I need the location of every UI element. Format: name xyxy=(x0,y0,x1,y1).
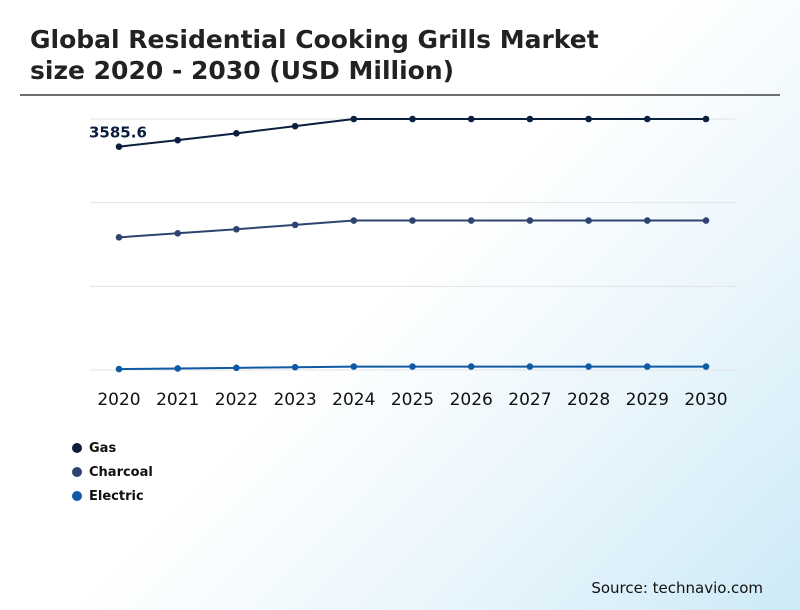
data-point-electric-2022 xyxy=(233,364,240,372)
data-point-charcoal-2021 xyxy=(174,229,181,237)
source-credit: Source: technavio.com xyxy=(591,579,763,597)
legend-label-charcoal: Charcoal xyxy=(89,464,153,480)
data-point-electric-2028 xyxy=(585,363,592,370)
x-tick-label-2029: 2029 xyxy=(626,390,669,410)
x-tick-label-2021: 2021 xyxy=(156,390,199,410)
data-point-gas-2024 xyxy=(350,115,358,123)
data-point-electric-2023 xyxy=(291,363,299,371)
x-tick-label-2030: 2030 xyxy=(684,390,727,410)
data-point-gas-2023 xyxy=(291,122,299,130)
chart-title: Global Residential Cooking Grills Market… xyxy=(30,24,750,86)
legend-marker-gas xyxy=(72,443,82,453)
x-tick-label-2025: 2025 xyxy=(391,390,434,410)
chart-title-line-2: size 2020 - 2030 (USD Million) xyxy=(30,56,455,85)
data-point-charcoal-2029 xyxy=(644,217,651,224)
data-point-charcoal-2028 xyxy=(585,217,592,224)
data-point-gas-2027 xyxy=(526,115,534,123)
legend-item-charcoal: Charcoal xyxy=(72,460,153,484)
data-label-0: 3585.6 xyxy=(89,124,147,142)
data-point-electric-2024 xyxy=(350,363,358,370)
data-point-charcoal-2023 xyxy=(291,221,299,229)
data-point-gas-2030 xyxy=(702,115,710,123)
data-point-charcoal-2024 xyxy=(350,217,358,224)
legend: Gas Charcoal Electric xyxy=(72,436,153,508)
x-tick-label-2027: 2027 xyxy=(508,390,551,410)
data-point-gas-2028 xyxy=(585,115,592,123)
legend-marker-charcoal xyxy=(72,467,82,477)
x-tick-label-2020: 2020 xyxy=(97,390,140,410)
data-point-charcoal-2026 xyxy=(467,217,475,224)
title-divider xyxy=(20,94,780,96)
data-point-electric-2020 xyxy=(115,365,123,373)
data-point-charcoal-2030 xyxy=(702,217,710,224)
data-point-charcoal-2025 xyxy=(409,217,416,224)
legend-marker-electric xyxy=(72,491,82,501)
data-point-gas-2026 xyxy=(467,115,475,123)
data-point-gas-2029 xyxy=(644,115,651,123)
chart-title-line-1: Global Residential Cooking Grills Market xyxy=(30,25,599,54)
data-point-gas-2020 xyxy=(115,143,123,150)
data-point-electric-2030 xyxy=(702,363,710,370)
legend-item-gas: Gas xyxy=(72,436,153,460)
x-tick-label-2023: 2023 xyxy=(273,390,316,410)
data-point-electric-2027 xyxy=(526,363,534,370)
x-tick-label-2024: 2024 xyxy=(332,390,375,410)
data-point-electric-2026 xyxy=(467,363,475,370)
data-point-charcoal-2022 xyxy=(233,225,240,233)
x-tick-label-2022: 2022 xyxy=(215,390,258,410)
data-point-charcoal-2027 xyxy=(526,217,534,224)
line-chart: 2020 2021 2022 2023 2024 2025 2026 2027 2028 2029… xyxy=(89,115,737,410)
data-point-electric-2021 xyxy=(174,365,181,372)
series-line-gas xyxy=(118,118,706,148)
x-tick-label-2028: 2028 xyxy=(567,390,610,410)
data-point-charcoal-2020 xyxy=(115,234,123,241)
legend-label-gas: Gas xyxy=(89,440,117,456)
data-point-gas-2021 xyxy=(174,136,181,144)
data-point-electric-2029 xyxy=(644,363,651,370)
data-point-electric-2025 xyxy=(409,363,416,370)
data-point-gas-2022 xyxy=(233,130,240,137)
data-point-gas-2025 xyxy=(409,115,416,123)
x-tick-label-2026: 2026 xyxy=(450,390,493,410)
legend-label-electric: Electric xyxy=(89,488,144,504)
legend-item-electric: Electric xyxy=(72,484,153,508)
